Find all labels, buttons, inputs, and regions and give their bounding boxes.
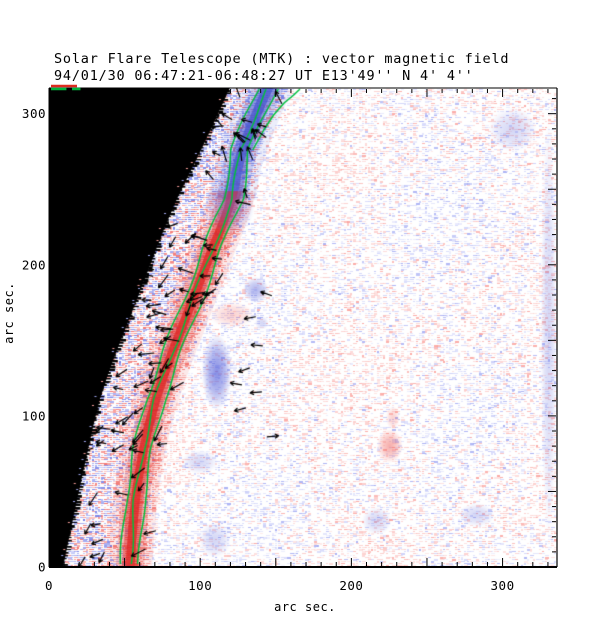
- axis-tick-labels: 0 100 200 300 0 100 200 300: [22, 106, 515, 593]
- plot-frame: [48, 87, 558, 568]
- x-tick-label: 200: [339, 578, 363, 593]
- plot-subtitle: 94/01/30 06:47:21-06:48:27 UT E13'49'' N…: [54, 68, 474, 84]
- plot-title: Solar Flare Telescope (MTK) : vector mag…: [54, 51, 509, 67]
- y-axis-title: arc sec.: [2, 282, 16, 344]
- x-tick-label: 100: [188, 578, 212, 593]
- x-axis-title: arc sec.: [274, 600, 336, 614]
- x-tick-label: 0: [45, 578, 53, 593]
- y-tick-label: 100: [22, 408, 46, 423]
- x-tick-label: 300: [491, 578, 515, 593]
- y-tick-label: 0: [38, 560, 46, 575]
- y-tick-label: 200: [22, 257, 46, 272]
- y-tick-label: 300: [22, 106, 46, 121]
- axis-ticks: [48, 89, 556, 568]
- vector-scale-legend: [51, 84, 81, 91]
